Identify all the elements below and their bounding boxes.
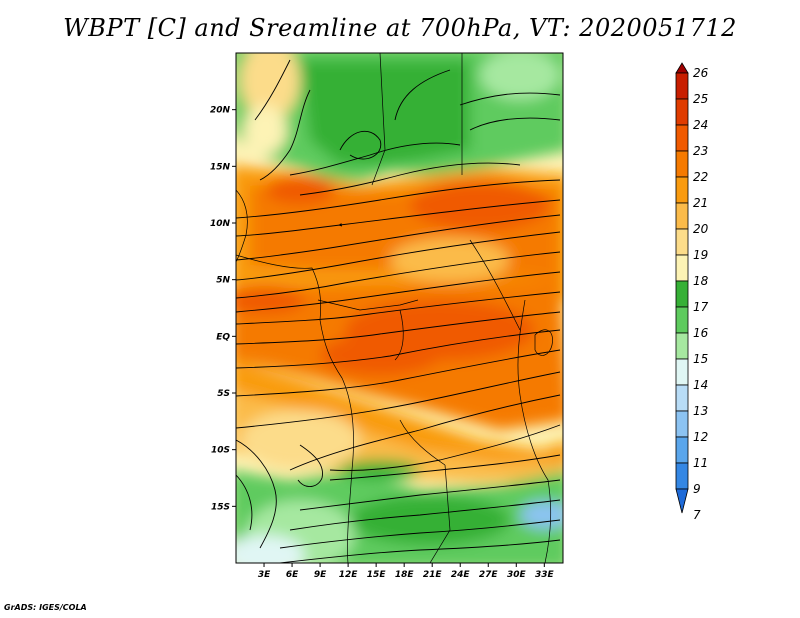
colorbar-swatch [675, 98, 689, 126]
lon-tick-label: 9E [314, 570, 327, 580]
colorbar-swatch [675, 280, 689, 308]
lat-tick-label: 5S [217, 389, 230, 399]
colorbar-swatch [675, 72, 689, 100]
colorbar-label: 16 [693, 326, 709, 340]
grads-credit: GrADS: IGES/COLA [4, 603, 87, 612]
map-frame [235, 52, 564, 564]
shaded-field [236, 53, 563, 563]
colorbar-label: 12 [693, 430, 708, 444]
colorbar-swatch [675, 410, 689, 438]
lon-tick-label: 3E [258, 570, 271, 580]
colorbar-swatch [675, 150, 689, 178]
lat-tick-label: 10S [211, 446, 230, 456]
latitude-axis: 20N 15N 10N 5N EQ 5S 10S 15S [210, 106, 236, 512]
lon-tick-label: 21E [423, 570, 443, 580]
longitude-axis: 3E 6E 9E 12E 15E 18E 21E 24E 27E 30E 33E [258, 563, 555, 580]
colorbar-label: 17 [693, 300, 709, 314]
colorbar-label: 11 [693, 456, 708, 470]
colorbar-label: 9 [693, 482, 701, 496]
lat-tick-label: 20N [210, 106, 231, 116]
lon-tick-label: 30E [507, 570, 527, 580]
colorbar-swatch [675, 358, 689, 386]
colorbar-label: 18 [693, 274, 709, 288]
colorbar-label: 26 [693, 66, 709, 80]
colorbar-swatch [675, 228, 689, 256]
colorbar-label: 14 [693, 378, 708, 392]
lat-tick-label: 10N [210, 219, 231, 229]
colorbar-label: 25 [693, 92, 708, 106]
lon-tick-label: 18E [395, 570, 415, 580]
colorbar-swatch [675, 124, 689, 152]
colorbar-label: 24 [693, 118, 708, 132]
lat-tick-label: EQ [216, 332, 230, 342]
colorbar-label: 20 [693, 222, 709, 236]
colorbar-bottom-tip [675, 488, 689, 514]
lon-tick-label: 24E [451, 570, 471, 580]
colorbar-swatch [675, 254, 689, 282]
colorbar-swatch [675, 202, 689, 230]
colorbar-label: 22 [693, 170, 708, 184]
colorbar-label: 13 [693, 404, 708, 418]
colorbar-label: 7 [693, 508, 701, 522]
lon-tick-label: 27E [479, 570, 499, 580]
lon-tick-label: 15E [367, 570, 387, 580]
lon-tick-label: 33E [535, 570, 555, 580]
colorbar-top-tip [675, 62, 689, 74]
colorbar-swatch [675, 176, 689, 204]
colorbar-label: 21 [693, 196, 708, 210]
colorbar-label: 23 [693, 144, 708, 158]
colorbar-swatch [675, 306, 689, 334]
lat-tick-label: 5N [216, 276, 230, 286]
colorbar-swatch [675, 384, 689, 412]
colorbar-label: 15 [693, 352, 708, 366]
lat-tick-label: 15N [210, 162, 231, 172]
lon-tick-label: 12E [339, 570, 359, 580]
lat-tick-label: 15S [211, 502, 230, 512]
streamlines [236, 59, 561, 563]
colorbar-swatch [675, 436, 689, 464]
colorbar-label: 19 [693, 248, 708, 262]
colorbar-swatch [675, 332, 689, 360]
lon-tick-label: 6E [286, 570, 299, 580]
colorbar: 26 25 24 23 22 21 20 19 18 17 16 15 14 13 12 11 9 7 [675, 62, 709, 522]
chart-title: WBPT [C] and Sreamline at 700hPa, VT: 20… [63, 14, 737, 42]
colorbar-swatch [675, 462, 689, 490]
